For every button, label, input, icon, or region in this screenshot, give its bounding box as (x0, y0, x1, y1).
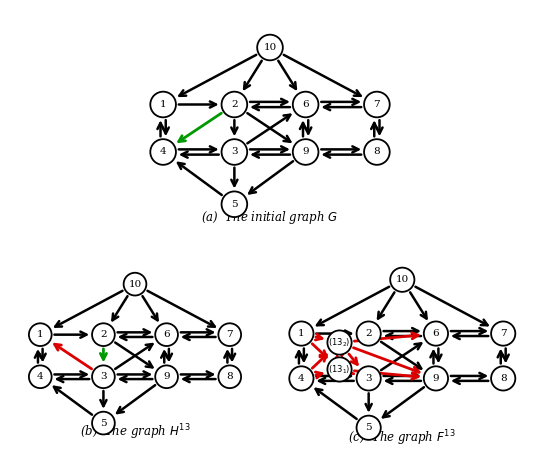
Text: 1: 1 (37, 330, 44, 339)
Text: 10: 10 (129, 280, 141, 289)
Text: 5: 5 (231, 200, 238, 209)
Circle shape (364, 92, 390, 117)
Text: 9: 9 (302, 148, 309, 156)
Circle shape (491, 366, 515, 390)
Text: 6: 6 (433, 329, 439, 338)
Circle shape (221, 139, 247, 165)
Text: (b)  The graph $H^{13}$: (b) The graph $H^{13}$ (80, 422, 190, 442)
Text: 8: 8 (226, 372, 233, 381)
Circle shape (218, 365, 241, 388)
Circle shape (218, 323, 241, 346)
Circle shape (364, 139, 390, 165)
Circle shape (92, 412, 115, 435)
Circle shape (150, 92, 176, 117)
Text: 7: 7 (374, 100, 380, 109)
Text: 6: 6 (302, 100, 309, 109)
Text: 7: 7 (500, 329, 507, 338)
Text: 8: 8 (374, 148, 380, 156)
Text: 3: 3 (366, 374, 372, 383)
Circle shape (155, 365, 178, 388)
Text: 9: 9 (433, 374, 439, 383)
Circle shape (29, 323, 52, 346)
Text: 6: 6 (163, 330, 170, 339)
Text: (c)  The graph $F^{13}$: (c) The graph $F^{13}$ (348, 428, 456, 448)
Text: 4: 4 (298, 374, 305, 383)
Text: 1: 1 (160, 100, 166, 109)
Circle shape (356, 416, 381, 440)
Text: 4: 4 (37, 372, 44, 381)
Text: 1: 1 (298, 329, 305, 338)
Circle shape (491, 322, 515, 346)
Circle shape (327, 331, 352, 355)
Text: 2: 2 (231, 100, 238, 109)
Circle shape (221, 191, 247, 217)
Text: 4: 4 (160, 148, 166, 156)
Text: 8: 8 (500, 374, 507, 383)
Circle shape (124, 273, 146, 295)
Circle shape (356, 322, 381, 346)
Circle shape (92, 365, 115, 388)
Circle shape (327, 357, 352, 381)
Text: 5: 5 (366, 423, 372, 432)
Circle shape (424, 366, 448, 390)
Text: 10: 10 (264, 43, 276, 52)
Text: 2: 2 (366, 329, 372, 338)
Circle shape (293, 92, 319, 117)
Text: (a)  The initial graph $G$: (a) The initial graph $G$ (201, 209, 339, 226)
Text: 9: 9 (163, 372, 170, 381)
Circle shape (92, 323, 115, 346)
Circle shape (289, 366, 314, 390)
Text: 7: 7 (226, 330, 233, 339)
Text: 2: 2 (100, 330, 107, 339)
Circle shape (150, 139, 176, 165)
Circle shape (257, 35, 283, 60)
Text: 3: 3 (100, 372, 107, 381)
Text: 5: 5 (100, 418, 107, 428)
Text: $(13_2)$: $(13_2)$ (328, 336, 351, 349)
Text: $(13_1)$: $(13_1)$ (328, 363, 351, 376)
Circle shape (293, 139, 319, 165)
Circle shape (289, 322, 314, 346)
Circle shape (155, 323, 178, 346)
Circle shape (424, 322, 448, 346)
Circle shape (29, 365, 52, 388)
Circle shape (356, 366, 381, 390)
Text: 3: 3 (231, 148, 238, 156)
Circle shape (390, 267, 414, 292)
Text: 10: 10 (396, 275, 409, 284)
Circle shape (221, 92, 247, 117)
